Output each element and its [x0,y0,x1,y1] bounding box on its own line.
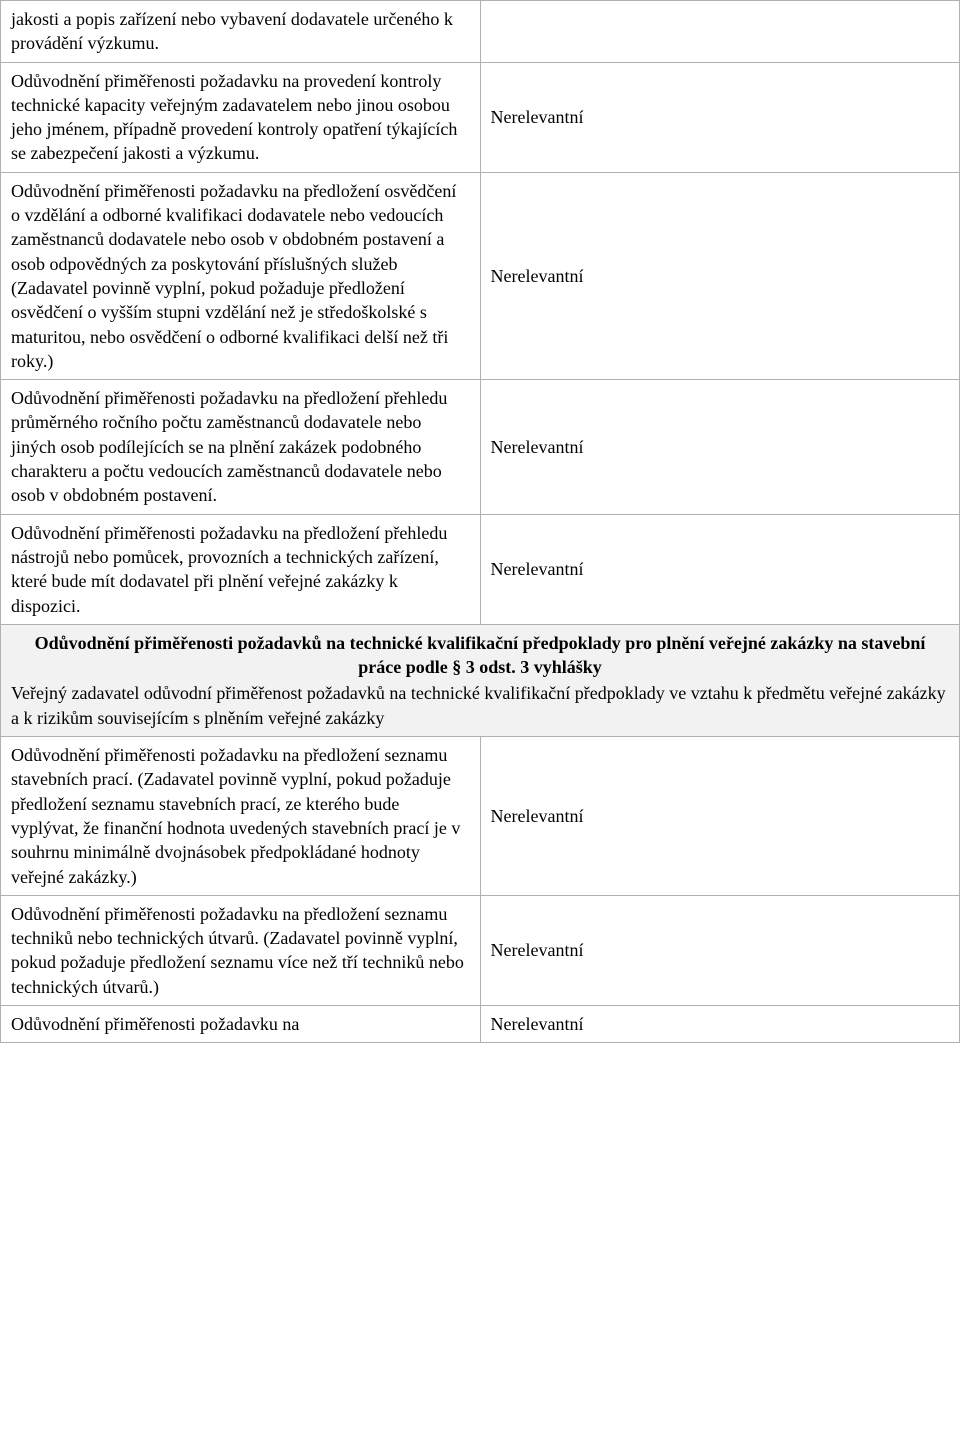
row-value: Nerelevantní [480,62,960,172]
row-value: Nerelevantní [480,1005,960,1042]
qualification-table: jakosti a popis zařízení nebo vybavení d… [0,0,960,1043]
row-value: Nerelevantní [480,514,960,624]
row-value: Nerelevantní [480,737,960,896]
section-paragraph: Veřejný zadavatel odůvodní přiměřenost p… [11,681,949,730]
table-row: Odůvodnění přiměřenosti požadavku na pře… [1,172,960,379]
table-row: Odůvodnění přiměřenosti požadavku na pře… [1,380,960,514]
row-label: Odůvodnění přiměřenosti požadavku na pro… [1,62,481,172]
table-row: Odůvodnění přiměřenosti požadavku na pře… [1,737,960,896]
table-row: Odůvodnění přiměřenosti požadavku na pro… [1,62,960,172]
row-value: Nerelevantní [480,172,960,379]
row-value: Nerelevantní [480,380,960,514]
row-value [480,1,960,63]
section-header-row: Odůvodnění přiměřenosti požadavků na tec… [1,624,960,736]
row-label: jakosti a popis zařízení nebo vybavení d… [1,1,481,63]
table-row: Odůvodnění přiměřenosti požadavku na Ner… [1,1005,960,1042]
row-value: Nerelevantní [480,895,960,1005]
row-label: Odůvodnění přiměřenosti požadavku na [1,1005,481,1042]
row-label: Odůvodnění přiměřenosti požadavku na pře… [1,380,481,514]
row-label: Odůvodnění přiměřenosti požadavku na pře… [1,737,481,896]
row-label: Odůvodnění přiměřenosti požadavku na pře… [1,895,481,1005]
row-label: Odůvodnění přiměřenosti požadavku na pře… [1,514,481,624]
section-header-cell: Odůvodnění přiměřenosti požadavků na tec… [1,624,960,736]
table-row: Odůvodnění přiměřenosti požadavku na pře… [1,895,960,1005]
table-row: Odůvodnění přiměřenosti požadavku na pře… [1,514,960,624]
table-row: jakosti a popis zařízení nebo vybavení d… [1,1,960,63]
row-label: Odůvodnění přiměřenosti požadavku na pře… [1,172,481,379]
section-title: Odůvodnění přiměřenosti požadavků na tec… [11,631,949,680]
